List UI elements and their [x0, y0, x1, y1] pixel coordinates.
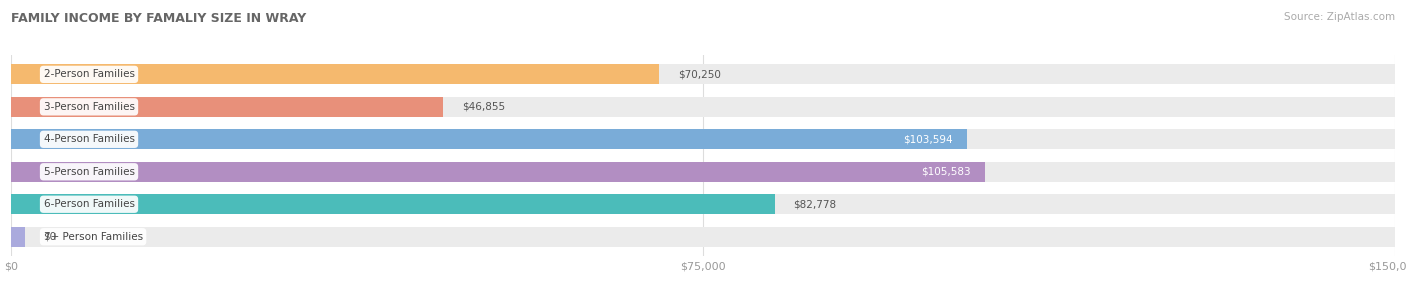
- Bar: [11, 97, 443, 117]
- Bar: [11, 64, 659, 84]
- Bar: [11, 97, 1395, 117]
- Bar: [11, 227, 1395, 247]
- Text: 2-Person Families: 2-Person Families: [44, 69, 135, 79]
- Bar: [11, 162, 986, 182]
- Text: $103,594: $103,594: [903, 134, 953, 144]
- Text: 3-Person Families: 3-Person Families: [44, 102, 135, 112]
- Text: $82,778: $82,778: [793, 199, 837, 209]
- Bar: [11, 194, 1395, 214]
- Text: $70,250: $70,250: [678, 69, 720, 79]
- Text: $105,583: $105,583: [921, 167, 972, 177]
- Bar: [11, 162, 1395, 182]
- Text: $0: $0: [44, 232, 56, 242]
- Bar: [11, 64, 1395, 84]
- Bar: [11, 194, 775, 214]
- Text: FAMILY INCOME BY FAMALIY SIZE IN WRAY: FAMILY INCOME BY FAMALIY SIZE IN WRAY: [11, 12, 307, 25]
- Text: Source: ZipAtlas.com: Source: ZipAtlas.com: [1284, 12, 1395, 22]
- Text: 6-Person Families: 6-Person Families: [44, 199, 135, 209]
- Bar: [11, 129, 967, 149]
- Text: 7+ Person Families: 7+ Person Families: [44, 232, 142, 242]
- Bar: [11, 227, 25, 247]
- Text: 4-Person Families: 4-Person Families: [44, 134, 135, 144]
- Bar: [11, 129, 1395, 149]
- Text: $46,855: $46,855: [461, 102, 505, 112]
- Text: 5-Person Families: 5-Person Families: [44, 167, 135, 177]
